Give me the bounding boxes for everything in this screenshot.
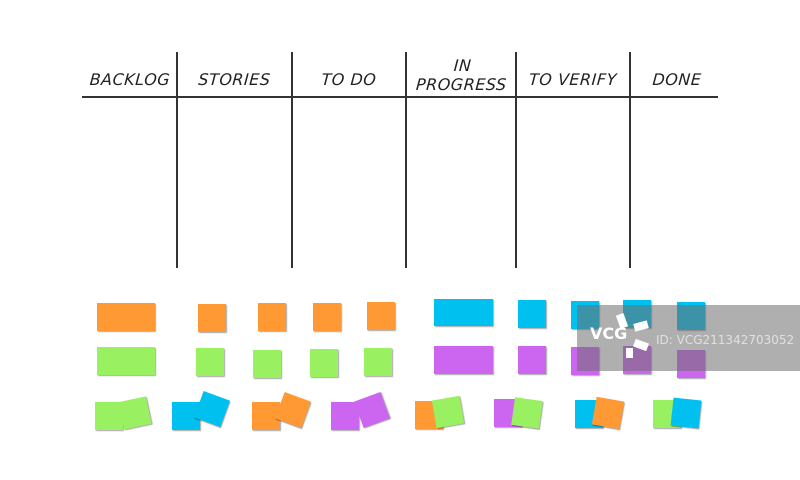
column-divider xyxy=(291,52,293,268)
watermark-logo: VCG xyxy=(590,324,628,343)
column-divider xyxy=(405,52,407,268)
sticky-note-green xyxy=(118,396,152,430)
sticky-note-orange xyxy=(367,302,395,330)
sticky-note-green xyxy=(196,348,224,376)
sticky-note-green xyxy=(431,395,465,429)
sticky-note-blue xyxy=(434,299,493,326)
column-header-backlog: BACKLOG xyxy=(89,69,171,89)
sticky-note-blue xyxy=(670,397,702,429)
column-header-to-verify: TO VERIFY xyxy=(528,69,618,89)
column-divider xyxy=(176,52,178,268)
watermark-logo-mark xyxy=(626,348,633,358)
sticky-note-green xyxy=(95,402,123,430)
sticky-note-purple xyxy=(434,346,493,374)
sticky-note-green xyxy=(364,348,392,376)
sticky-note-purple xyxy=(354,392,390,428)
sticky-note-green xyxy=(253,350,281,378)
sticky-note-purple xyxy=(518,346,546,374)
column-header-done: DONE xyxy=(651,69,703,89)
column-header-stories: STORIES xyxy=(197,69,272,89)
sticky-note-orange xyxy=(313,303,341,331)
sticky-note-green xyxy=(310,349,338,377)
sticky-note-orange xyxy=(258,303,286,331)
watermark-id: ID: VCG211342703052 xyxy=(656,333,795,347)
column-divider xyxy=(515,52,517,268)
column-header-in-progress: IN PROGRESS xyxy=(415,56,508,94)
sticky-note-orange xyxy=(198,304,226,332)
sticky-note-green xyxy=(97,347,155,375)
sticky-note-orange xyxy=(275,392,311,428)
sticky-note-green xyxy=(511,397,543,429)
sticky-note-orange xyxy=(591,396,625,430)
sticky-note-blue xyxy=(518,300,546,328)
sticky-note-orange xyxy=(97,303,155,331)
header-divider-line xyxy=(82,96,718,98)
sticky-note-purple xyxy=(331,402,359,430)
column-divider xyxy=(629,52,631,268)
watermark-band xyxy=(577,305,800,371)
column-header-to-do: TO DO xyxy=(320,69,378,89)
